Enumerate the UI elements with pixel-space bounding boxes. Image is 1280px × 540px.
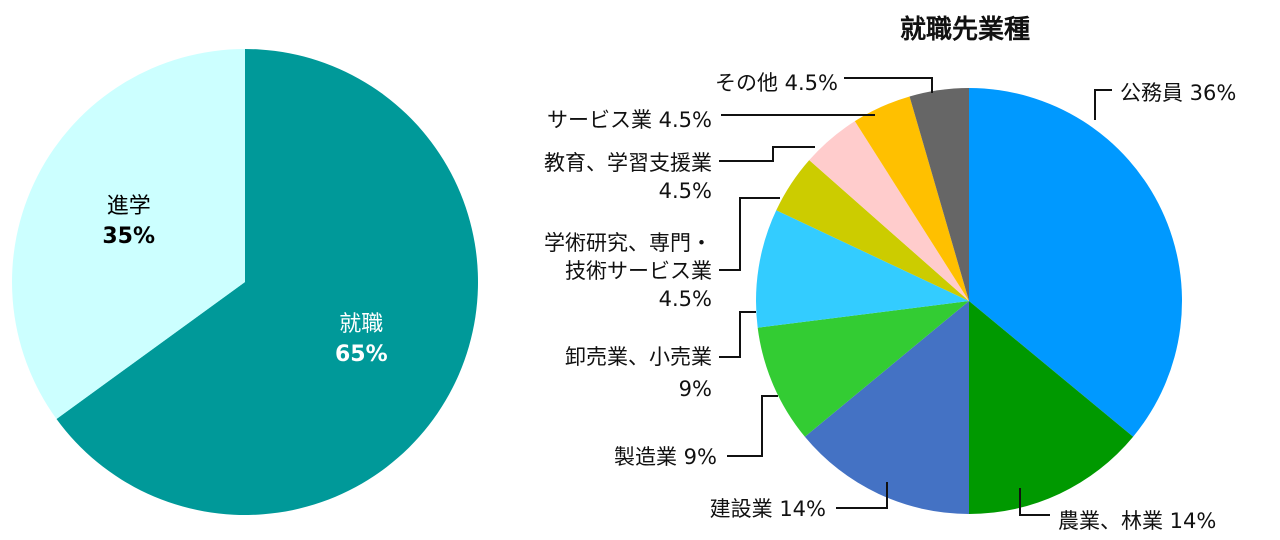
pie1-slice-label-1: 進学 [107,194,151,219]
pie2-slice-8 [909,88,969,301]
pie2-slice-label-8: その他 4.5% [715,71,838,95]
pie2-slice-5 [776,160,969,301]
leader-line-6 [719,146,815,162]
pie2-slice-label-0: 公務員 36% [1120,81,1236,105]
chart-title: 就職先業種 [900,15,1030,45]
leader-line-5 [719,197,780,271]
pie2-slice-label-5-line-2: 4.5% [659,287,712,311]
leader-line-0 [1094,89,1112,120]
pie2-slice-6 [809,121,969,301]
pie1-slice-value-1: 35% [102,224,155,249]
pie-chart-employment-ratio: 就職 65% 進学 35% [12,49,479,515]
pie2-slice-label-4-line-1: 9% [679,377,712,401]
pie2-slice-3 [757,301,969,437]
pie2-slice-label-5-line-0: 学術研究、専門・ [544,231,712,255]
pie1-slice-1 [12,49,245,419]
pie-chart-industry [755,88,1182,514]
pie2-slice-label-6-line-1: 4.5% [659,179,712,203]
pie1-slice-0 [56,49,479,515]
slice-labels: 公務員 36% 農業、林業 14% 建設業 14% 製造業 9% 卸売業、小売業 9% 学術… [544,71,1236,533]
pie2-slice-7 [854,96,969,302]
pie2-slice-label-4-line-0: 卸売業、小売業 [565,345,712,369]
label-leader-lines [719,77,1112,516]
pie2-slice-4 [755,210,969,328]
pie2-slice-0 [969,88,1182,437]
pie2-slice-label-3: 製造業 9% [614,445,717,469]
pie2-slice-label-1: 農業、林業 14% [1058,509,1216,533]
pie1-slice-value-0: 65% [335,342,388,367]
pie2-slice-1 [969,301,1134,514]
leader-line-1 [1019,488,1050,516]
pie2-slice-label-5-line-1: 技術サービス業 [565,259,712,283]
pie2-slice-label-2: 建設業 14% [710,497,826,521]
pie2-slice-label-6-line-0: 教育、学習支援業 [544,151,712,175]
pie2-slice-2 [804,301,969,514]
pie1-slice-label-0: 就職 [339,312,383,337]
leader-line-4 [719,311,756,358]
pie2-slice-label-7: サービス業 4.5% [547,108,712,132]
leader-line-8 [844,77,933,93]
leader-line-2 [836,482,888,509]
leader-line-3 [727,395,778,457]
